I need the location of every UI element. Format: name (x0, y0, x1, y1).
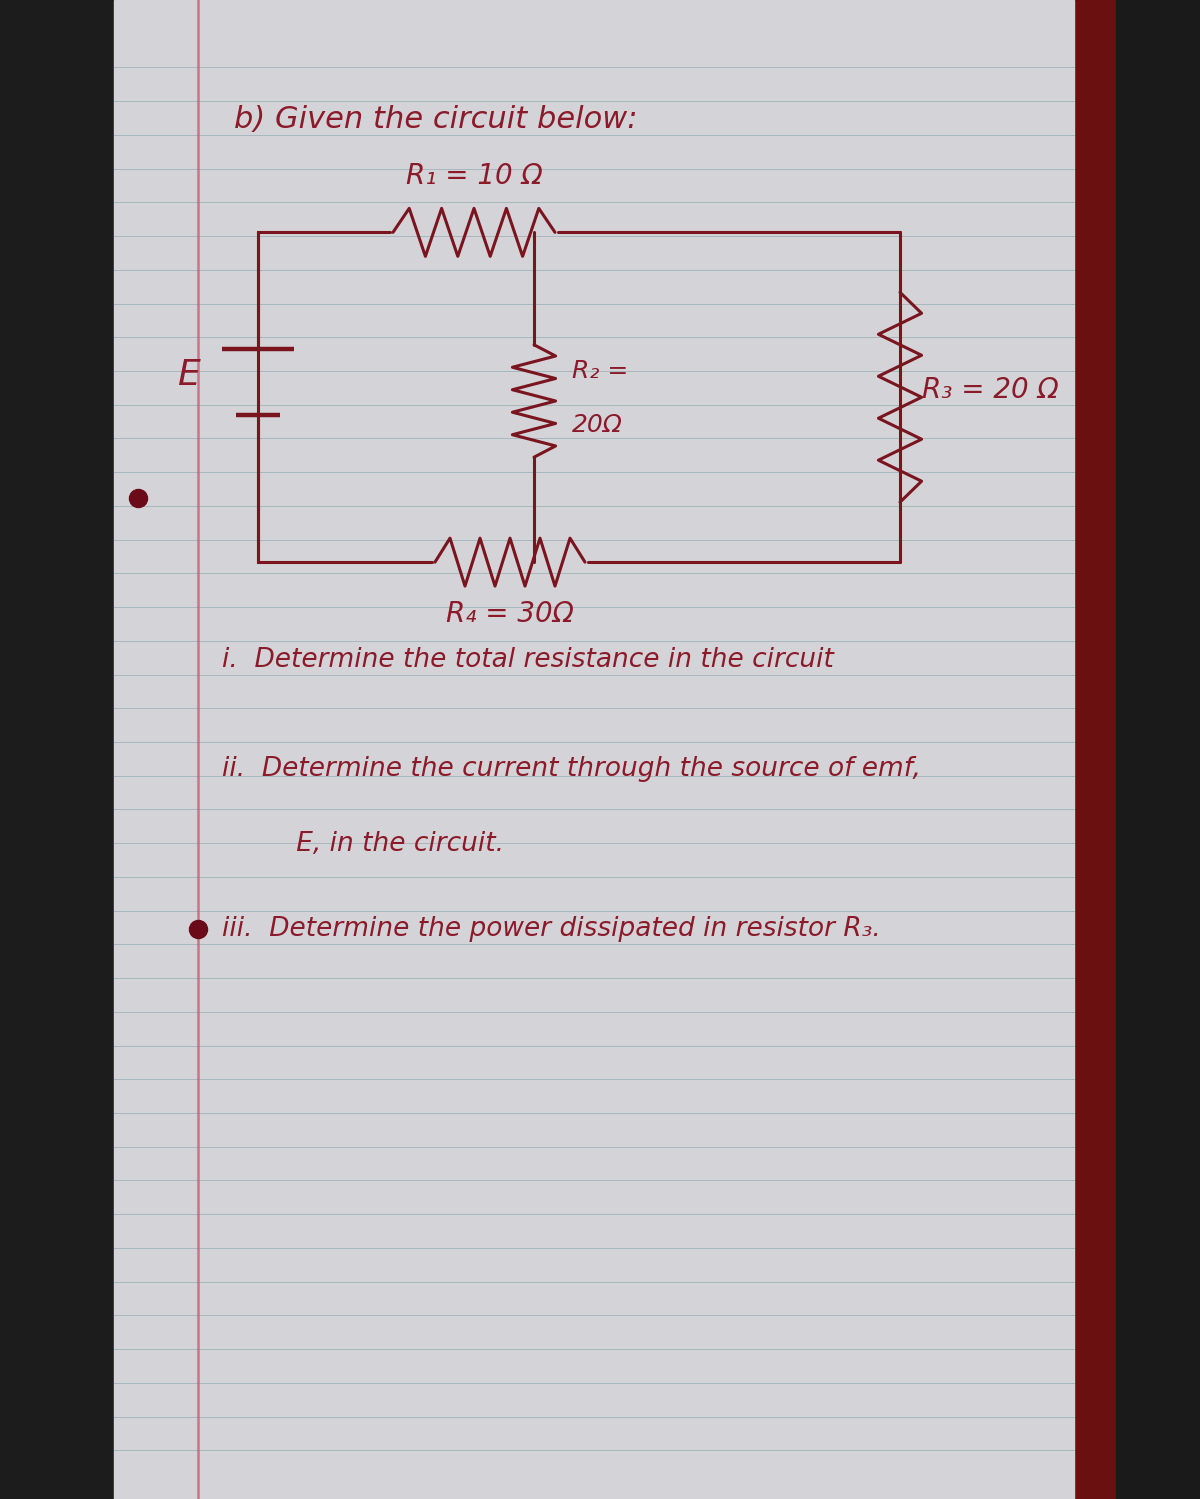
Text: 20Ω: 20Ω (572, 414, 623, 438)
Text: ii.  Determine the current through the source of emf,: ii. Determine the current through the so… (222, 755, 920, 782)
Bar (1116, 0, 1200, 1499)
Text: iii.  Determine the power dissipated in resistor R₃.: iii. Determine the power dissipated in r… (222, 916, 881, 943)
Text: i.  Determine the total resistance in the circuit: i. Determine the total resistance in the… (222, 646, 834, 673)
Text: R₄ = 30Ω: R₄ = 30Ω (446, 600, 574, 628)
Text: R₃ = 20 Ω: R₃ = 20 Ω (922, 376, 1058, 403)
Text: E, in the circuit.: E, in the circuit. (246, 830, 504, 857)
Bar (0, 0, 114, 1499)
Text: R₂ =: R₂ = (572, 358, 629, 384)
Text: b) Given the circuit below:: b) Given the circuit below: (234, 105, 637, 135)
Bar (1074, 0, 1200, 1499)
Text: R₁ = 10 Ω: R₁ = 10 Ω (406, 162, 542, 190)
Text: E: E (178, 358, 200, 391)
Bar (114, 0, 1074, 1499)
